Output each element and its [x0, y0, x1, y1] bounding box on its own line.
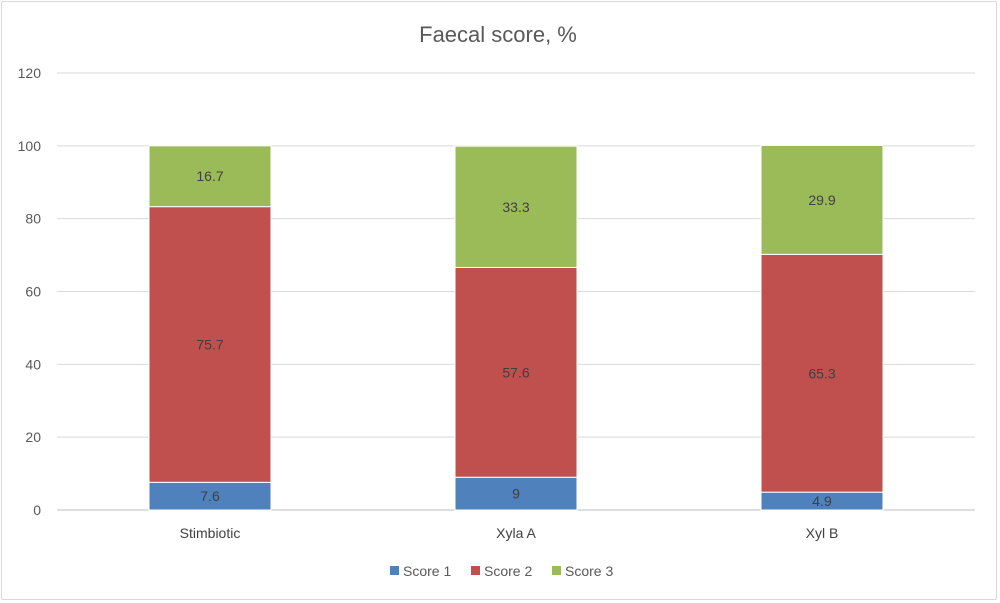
legend-label: Score 2	[484, 563, 532, 579]
bars	[148, 144, 884, 511]
y-tick-label: 100	[18, 138, 42, 154]
legend-swatch	[552, 566, 561, 575]
legend-swatch	[390, 566, 399, 575]
data-label: 4.9	[812, 493, 832, 509]
data-label: 9	[512, 486, 520, 502]
data-label: 33.3	[502, 199, 529, 215]
bar-segment	[148, 481, 272, 511]
data-label: 7.6	[200, 488, 220, 504]
legend-swatch	[471, 566, 480, 575]
y-tick-label: 20	[25, 429, 41, 445]
y-tick-label: 60	[25, 284, 41, 300]
x-category-label: Stimbiotic	[180, 525, 241, 541]
x-category-label: Xyla A	[496, 525, 536, 541]
y-tick-label: 0	[33, 502, 41, 518]
bar-segment	[454, 145, 578, 268]
data-label: 57.6	[502, 364, 529, 380]
bar-segment	[148, 206, 272, 483]
y-tick-label: 80	[25, 211, 41, 227]
data-labels: 7.6 75.7 16.7 9 57.6 33.3 4.9 65.3 29.9	[196, 168, 835, 509]
y-tick-label: 120	[18, 65, 42, 81]
x-axis-categories: Stimbiotic Xyla A Xyl B	[180, 525, 839, 541]
chart-title: Faecal score, %	[419, 22, 577, 47]
legend: Score 1 Score 2 Score 3	[390, 563, 613, 579]
legend-label: Score 1	[403, 563, 451, 579]
bar-segment	[454, 266, 578, 478]
data-label: 29.9	[808, 192, 835, 208]
x-category-label: Xyl B	[806, 525, 839, 541]
data-label: 75.7	[196, 336, 223, 352]
data-label: 16.7	[196, 168, 223, 184]
y-axis-ticks: 0 20 40 60 80 100 120	[18, 65, 42, 518]
y-tick-label: 40	[25, 356, 41, 372]
bar-segment	[454, 476, 578, 511]
bar-segment	[760, 144, 884, 255]
bar-segment	[760, 253, 884, 493]
data-label: 65.3	[808, 365, 835, 381]
legend-label: Score 3	[565, 563, 613, 579]
bar-segment	[148, 145, 272, 208]
